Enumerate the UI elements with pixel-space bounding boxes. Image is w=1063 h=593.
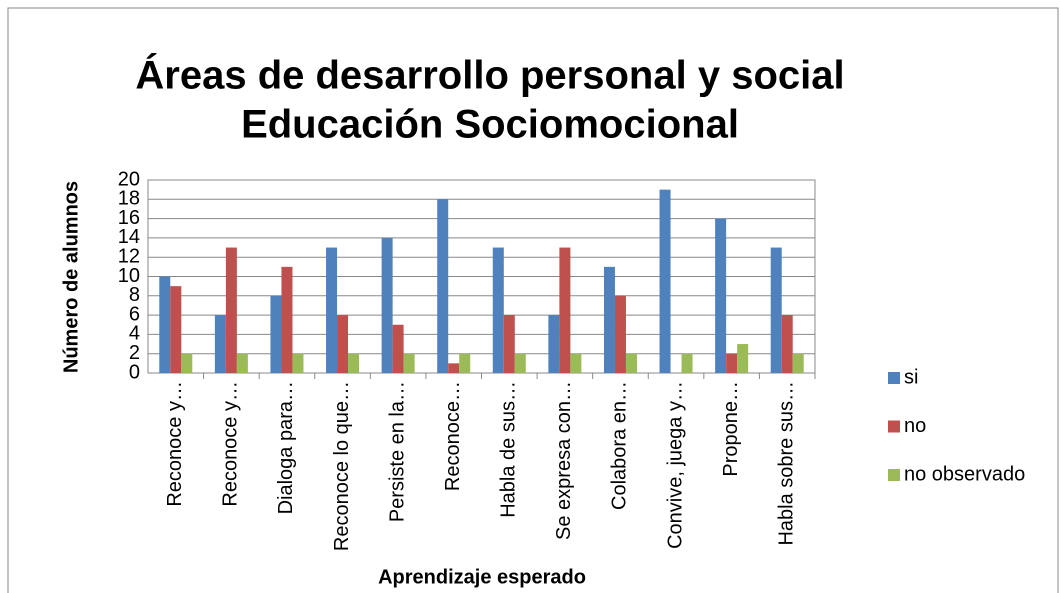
bar	[270, 295, 282, 373]
bar	[715, 218, 727, 373]
bar	[292, 353, 304, 373]
x-tick-label: Propone…	[720, 381, 742, 477]
bar	[659, 189, 671, 373]
legend-swatch	[888, 420, 900, 433]
bar	[559, 247, 571, 373]
bar	[514, 353, 526, 373]
bar	[214, 315, 226, 373]
bar	[348, 353, 360, 373]
bar	[281, 266, 293, 373]
bar	[737, 344, 749, 373]
x-tick-label: Habla de sus…	[498, 381, 520, 518]
y-tick-label: 4	[129, 323, 140, 345]
bar	[448, 363, 460, 373]
legend-label: no	[904, 415, 926, 437]
bar	[381, 237, 393, 373]
y-tick-label: 10	[118, 265, 140, 287]
chart-title: Educación Sociomocional	[241, 103, 739, 147]
bar	[548, 315, 560, 373]
bar	[792, 353, 804, 373]
bar	[403, 353, 415, 373]
bar	[326, 247, 338, 373]
y-tick-label: 16	[118, 207, 140, 229]
x-tick-label: Reconoce y…	[164, 381, 186, 507]
x-tick-label: Reconoce lo que…	[331, 381, 353, 551]
bar	[159, 276, 171, 373]
chart-border	[7, 7, 1059, 593]
bar	[437, 199, 449, 373]
legend-label: no observado	[904, 463, 1025, 485]
y-tick-label: 20	[118, 168, 140, 190]
legend-swatch	[888, 469, 900, 481]
y-tick-label: 8	[129, 284, 140, 306]
x-tick-label: Se expresa con…	[553, 381, 575, 540]
bar	[492, 247, 504, 373]
bar	[625, 353, 637, 373]
bar	[726, 353, 738, 373]
bar	[236, 353, 248, 373]
y-tick-label: 6	[129, 303, 140, 325]
bar	[681, 353, 693, 373]
bar	[770, 247, 782, 373]
y-tick-label: 18	[118, 188, 140, 210]
y-axis-label: Número de alumnos	[60, 181, 82, 373]
bar	[181, 353, 193, 373]
y-tick-label: 12	[118, 245, 140, 267]
bar	[503, 315, 515, 373]
x-tick-label: Habla sobre sus…	[775, 381, 797, 546]
legend-label: si	[904, 366, 918, 388]
bar	[781, 315, 793, 373]
bar	[225, 247, 237, 373]
y-tick-label: 14	[118, 226, 140, 248]
bar	[603, 266, 615, 373]
bar	[459, 353, 471, 373]
x-tick-label: Colabora en…	[609, 381, 631, 510]
x-axis-label: Aprendizaje esperado	[378, 566, 586, 588]
bar	[170, 286, 182, 373]
chart-title: Áreas de desarrollo personal y social	[135, 53, 844, 98]
bar	[570, 353, 582, 373]
y-tick-label: 0	[129, 361, 140, 383]
x-tick-label: Convive, juega y…	[664, 381, 686, 549]
bar	[337, 315, 349, 373]
x-tick-label: Reconoce y…	[220, 381, 242, 507]
x-tick-label: Reconoce…	[442, 381, 464, 491]
x-tick-label: Dialoga para…	[275, 381, 297, 514]
y-tick-label: 2	[129, 342, 140, 364]
bar	[392, 324, 404, 373]
x-tick-label: Persiste en la…	[386, 381, 408, 522]
bar	[614, 295, 626, 373]
legend-swatch	[888, 372, 900, 384]
